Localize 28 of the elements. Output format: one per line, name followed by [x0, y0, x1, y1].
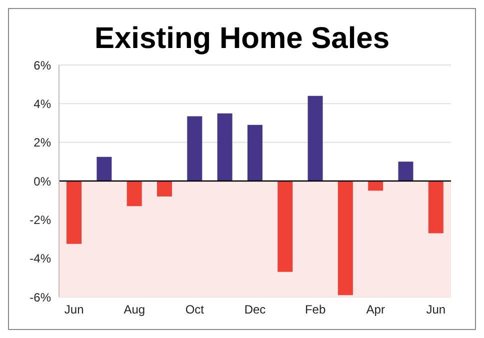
x-tick-label: Apr: [366, 302, 385, 317]
bar: [66, 181, 82, 244]
bar: [157, 181, 172, 196]
bar: [217, 113, 232, 181]
bar: [126, 181, 142, 206]
bar: [96, 156, 112, 181]
y-tick-label: -4%: [30, 252, 52, 266]
bar: [247, 124, 262, 181]
bar: [368, 181, 384, 191]
y-tick-label: 0%: [34, 174, 52, 188]
y-tick-label: -6%: [30, 290, 52, 304]
x-tick-label: Oct: [185, 302, 205, 317]
bar: [428, 181, 444, 234]
y-tick-label: 2%: [34, 136, 52, 150]
bar: [338, 181, 353, 296]
x-tick-label: Aug: [124, 302, 146, 317]
chart-title: Existing Home Sales: [93, 21, 391, 57]
x-tick-label: Jun: [64, 302, 84, 317]
x-tick-label: Jun: [426, 302, 446, 317]
y-tick-label: -2%: [30, 212, 52, 227]
bar: [308, 96, 323, 181]
bar: [278, 181, 293, 272]
bar: [187, 116, 202, 181]
x-tick-label: Dec: [244, 302, 266, 317]
y-tick-label: 6%: [34, 58, 52, 72]
x-tick-label: Feb: [304, 302, 326, 317]
bar: [398, 162, 414, 181]
y-tick-label: 4%: [34, 96, 52, 111]
